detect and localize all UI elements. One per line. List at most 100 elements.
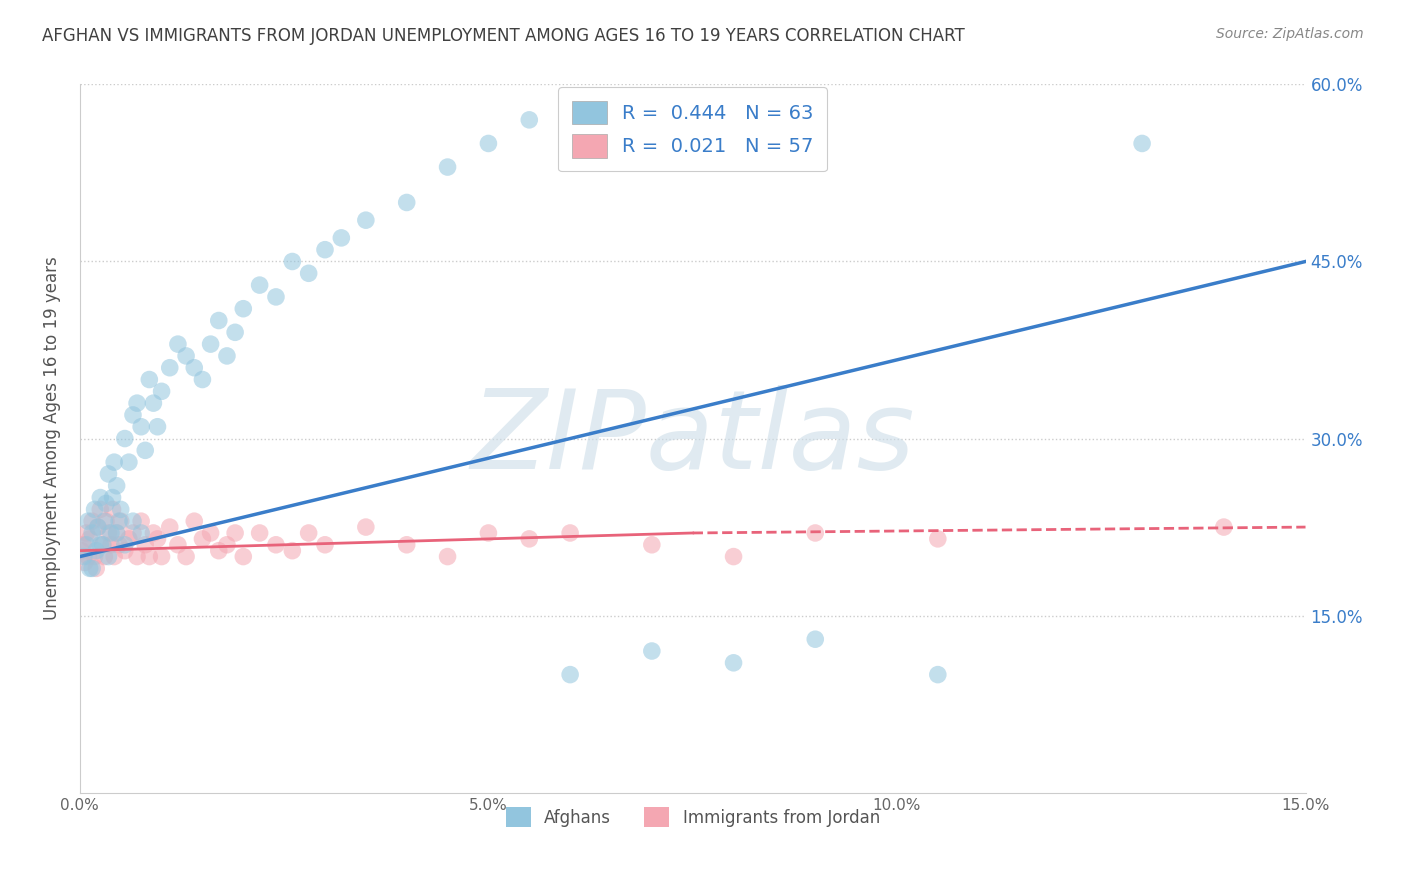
Point — [110, 502, 132, 516]
Point — [108, 538, 131, 552]
Point — [314, 538, 336, 552]
Point — [215, 349, 238, 363]
Point — [174, 549, 197, 564]
Point — [723, 549, 745, 564]
Point — [110, 514, 132, 528]
Point — [129, 526, 152, 541]
Point — [167, 538, 190, 552]
Point — [436, 160, 458, 174]
Point — [83, 549, 105, 564]
Point — [804, 632, 827, 647]
Point — [91, 538, 114, 552]
Point — [122, 408, 145, 422]
Point — [84, 543, 107, 558]
Point — [89, 502, 111, 516]
Point — [138, 372, 160, 386]
Point — [558, 526, 581, 541]
Point — [264, 538, 287, 552]
Point — [191, 532, 214, 546]
Point — [330, 231, 353, 245]
Point — [105, 526, 128, 541]
Point — [134, 538, 156, 552]
Point — [134, 443, 156, 458]
Point — [75, 526, 97, 541]
Point — [93, 549, 115, 564]
Point — [517, 112, 540, 127]
Point — [105, 526, 128, 541]
Point — [1130, 136, 1153, 151]
Point — [146, 532, 169, 546]
Point — [77, 549, 100, 564]
Point — [208, 543, 231, 558]
Point — [200, 526, 222, 541]
Point — [723, 656, 745, 670]
Point — [159, 360, 181, 375]
Point — [354, 213, 377, 227]
Point — [122, 526, 145, 541]
Point — [94, 514, 117, 528]
Point — [146, 419, 169, 434]
Point — [97, 467, 120, 481]
Point — [224, 326, 246, 340]
Point — [93, 514, 115, 528]
Point — [191, 372, 214, 386]
Point — [75, 538, 97, 552]
Point — [249, 526, 271, 541]
Point — [150, 549, 173, 564]
Point — [395, 195, 418, 210]
Point — [232, 301, 254, 316]
Point — [641, 644, 664, 658]
Point — [200, 337, 222, 351]
Point — [298, 266, 321, 280]
Point — [79, 532, 101, 546]
Point — [87, 520, 110, 534]
Point — [167, 337, 190, 351]
Point — [108, 514, 131, 528]
Point — [97, 549, 120, 564]
Point — [281, 543, 304, 558]
Point — [70, 543, 93, 558]
Point — [82, 514, 104, 528]
Point — [129, 419, 152, 434]
Point — [97, 526, 120, 541]
Point — [249, 278, 271, 293]
Point — [79, 561, 101, 575]
Point — [215, 538, 238, 552]
Point — [84, 561, 107, 575]
Text: ZIPatlas: ZIPatlas — [471, 385, 915, 492]
Point — [477, 526, 499, 541]
Y-axis label: Unemployment Among Ages 16 to 19 years: Unemployment Among Ages 16 to 19 years — [44, 257, 60, 621]
Point — [281, 254, 304, 268]
Point — [77, 514, 100, 528]
Point — [82, 561, 104, 575]
Point — [83, 502, 105, 516]
Point — [103, 549, 125, 564]
Point — [477, 136, 499, 151]
Point — [232, 549, 254, 564]
Point — [208, 313, 231, 327]
Text: Source: ZipAtlas.com: Source: ZipAtlas.com — [1216, 27, 1364, 41]
Point — [436, 549, 458, 564]
Point — [100, 526, 122, 541]
Point — [82, 526, 104, 541]
Point — [89, 491, 111, 505]
Point — [114, 432, 136, 446]
Point — [159, 520, 181, 534]
Point — [118, 455, 141, 469]
Point — [73, 549, 96, 564]
Point — [114, 543, 136, 558]
Point — [103, 455, 125, 469]
Point — [298, 526, 321, 541]
Point — [558, 667, 581, 681]
Point — [118, 532, 141, 546]
Point — [138, 549, 160, 564]
Point — [94, 496, 117, 510]
Point — [150, 384, 173, 399]
Point — [125, 549, 148, 564]
Point — [183, 514, 205, 528]
Point — [72, 538, 94, 552]
Point — [804, 526, 827, 541]
Point — [314, 243, 336, 257]
Point — [264, 290, 287, 304]
Point — [354, 520, 377, 534]
